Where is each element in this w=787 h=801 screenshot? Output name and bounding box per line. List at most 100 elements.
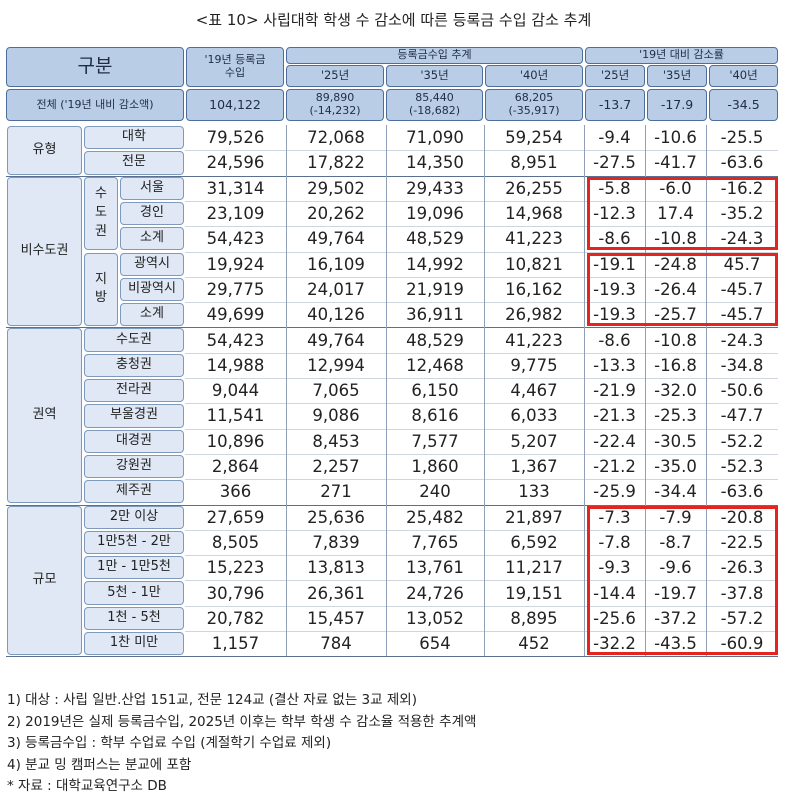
header-projection-year: '25년 [286, 65, 384, 87]
group-divider [6, 504, 778, 506]
value-cell: 79,526 [206, 128, 265, 148]
total-projection: 85,440 (-18,682) [386, 89, 483, 121]
row-divider [185, 529, 778, 531]
group-label: 권역 [7, 328, 82, 504]
value-cell: 41,223 [505, 229, 563, 249]
value-cell: -32.2 [593, 634, 636, 654]
table-caption: <표 10> 사립대학 학생 수 감소에 따른 등록금 수입 감소 추계 [195, 11, 592, 29]
column-divider [484, 125, 485, 657]
row-label: 비광역시 [120, 277, 184, 302]
value-cell: 54,423 [206, 229, 265, 249]
value-cell: 59,254 [505, 128, 563, 148]
value-cell: 1,157 [211, 634, 260, 654]
group-label: 비수도권 [7, 176, 82, 327]
value-cell: 16,162 [505, 279, 563, 299]
value-cell: -47.7 [720, 406, 764, 426]
header-projection-group: 등록금수입 추계 [286, 47, 583, 64]
row-label: 2만 이상 [84, 505, 184, 529]
row-label: 전라권 [84, 379, 184, 403]
value-cell: 133 [518, 482, 550, 502]
value-cell: 71,090 [406, 128, 464, 148]
column-divider [386, 125, 387, 657]
row-label: 5천 - 1만 [84, 581, 184, 605]
row-divider [185, 150, 778, 152]
value-cell: 19,924 [206, 254, 265, 274]
value-cell: 27,659 [206, 507, 265, 527]
row-divider [185, 302, 778, 304]
value-cell: -37.8 [720, 583, 764, 603]
group-divider [6, 175, 778, 177]
row-label: 부울경권 [84, 404, 184, 428]
value-cell: 24,017 [307, 279, 365, 299]
row-divider [185, 479, 778, 481]
row-divider [185, 226, 778, 228]
value-cell: -21.3 [593, 406, 636, 426]
value-cell: -45.7 [720, 279, 764, 299]
value-cell: -35.2 [720, 204, 764, 224]
value-cell: -57.2 [720, 608, 764, 628]
header-decline-year: '35년 [647, 65, 707, 87]
value-cell: 2,257 [312, 457, 360, 477]
value-cell: 19,151 [505, 583, 563, 603]
value-cell: 41,223 [505, 330, 563, 350]
row-divider [185, 428, 778, 430]
row-divider [185, 605, 778, 607]
value-cell: 240 [419, 482, 451, 502]
value-cell: 11,217 [505, 558, 563, 578]
value-cell: -21.9 [593, 381, 636, 401]
header-projection-year: '35년 [386, 65, 483, 87]
value-cell: 7,065 [312, 381, 360, 401]
value-cell: -26.4 [654, 279, 697, 299]
value-cell: -24.3 [720, 229, 764, 249]
group-label: 규모 [7, 505, 82, 656]
value-cell: 7,839 [312, 532, 360, 552]
value-cell: -25.7 [654, 305, 697, 325]
value-cell: 24,596 [206, 153, 265, 173]
value-cell: 25,482 [406, 507, 464, 527]
subgroup-label-text: 지방 [95, 271, 107, 306]
value-cell: 29,502 [307, 178, 365, 198]
header-decline-year: '40년 [709, 65, 778, 87]
footnote: 4) 분교 밍 캠퍼스는 분교에 포함 [7, 756, 192, 773]
row-divider [185, 580, 778, 582]
value-cell: 15,223 [206, 558, 265, 578]
value-cell: 10,821 [505, 254, 563, 274]
value-cell: -22.4 [593, 431, 636, 451]
value-cell: -50.6 [720, 381, 764, 401]
total-projection: 68,205 (-35,917) [485, 89, 583, 121]
value-cell: -34.8 [720, 355, 764, 375]
footnote: 3) 등록금수입 : 학부 수업료 수입 (계절학기 수업료 제외) [7, 735, 332, 751]
value-cell: -8.7 [659, 532, 692, 552]
row-label: 1만 - 1만5천 [84, 556, 184, 580]
value-cell: -63.6 [720, 482, 764, 502]
value-cell: 72,068 [307, 128, 365, 148]
value-cell: 8,453 [312, 431, 360, 451]
value-cell: -12.3 [593, 204, 636, 224]
header-base-year: '19년 등록금수입 [186, 47, 284, 87]
row-label: 대경권 [84, 429, 184, 453]
value-cell: 16,109 [307, 254, 365, 274]
value-cell: 21,919 [406, 279, 464, 299]
value-cell: -25.5 [720, 128, 764, 148]
value-cell: 14,992 [406, 254, 464, 274]
value-cell: -24.3 [720, 330, 764, 350]
row-label: 수도권 [84, 328, 184, 352]
value-cell: 12,994 [307, 355, 365, 375]
header-decline-group: '19년 대비 감소률 [585, 47, 778, 64]
value-cell: -9.6 [659, 558, 692, 578]
footnotes: 1) 대상 : 사립 일반.산업 151교, 전문 124교 (결산 자료 없는… [7, 690, 782, 798]
value-cell: -34.4 [654, 482, 697, 502]
value-cell: 6,033 [510, 406, 558, 426]
column-divider [706, 125, 707, 657]
value-cell: 6,592 [510, 532, 558, 552]
value-cell: -16.2 [720, 178, 764, 198]
value-cell: 2,864 [211, 457, 260, 477]
value-cell: 26,255 [505, 178, 563, 198]
row-label: 대학 [84, 126, 184, 150]
row-label: 1천 - 5천 [84, 606, 184, 630]
value-cell: 1,860 [411, 457, 459, 477]
value-cell: 40,126 [307, 305, 365, 325]
row-divider [185, 352, 778, 354]
value-cell: 26,361 [307, 583, 365, 603]
value-cell: -16.8 [654, 355, 697, 375]
